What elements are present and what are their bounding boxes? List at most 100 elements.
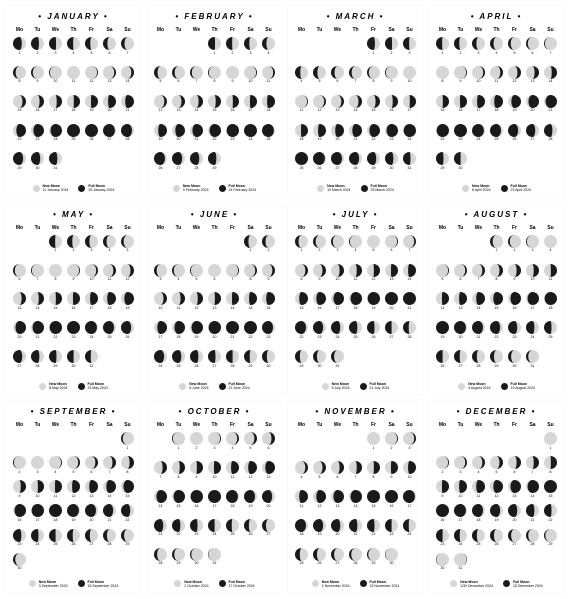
day-number: 16 bbox=[513, 306, 517, 310]
dow-label: We bbox=[188, 422, 205, 428]
day-number: 23 bbox=[267, 335, 271, 339]
day-of-week-header: MoTuWeThFrSaSu bbox=[293, 27, 418, 33]
moon-phase-icon bbox=[472, 37, 485, 50]
moon-phase-icon bbox=[262, 350, 275, 363]
day-cell: 24 bbox=[242, 124, 259, 152]
day-cell: 22 bbox=[488, 321, 505, 349]
dow-label: Mo bbox=[11, 225, 28, 231]
dow-label: Th bbox=[347, 225, 364, 231]
day-cell: 8 bbox=[206, 66, 223, 94]
moon-phase-icon bbox=[508, 480, 521, 493]
dow-label: Th bbox=[488, 27, 505, 33]
moon-phase-icon bbox=[526, 456, 539, 469]
day-cell: 12 bbox=[188, 292, 205, 320]
dow-label: Tu bbox=[29, 225, 46, 231]
day-of-week-header: MoTuWeThFrSaSu bbox=[11, 225, 136, 231]
dow-label: Fr bbox=[83, 27, 100, 33]
day-number: 2 bbox=[442, 470, 444, 474]
moon-phase-icon bbox=[172, 292, 185, 305]
day-cell: 17 bbox=[401, 490, 418, 518]
day-cell: 31 bbox=[452, 553, 469, 576]
day-cell: 22 bbox=[434, 124, 451, 152]
day-number: 11 bbox=[495, 79, 499, 83]
legend-new-moon: New Moon2 October 2024 bbox=[174, 580, 208, 588]
moon-phase-icon bbox=[172, 95, 185, 108]
day-number: 6 bbox=[391, 248, 393, 252]
moon-phase-icon bbox=[490, 95, 503, 108]
day-cell: 2 bbox=[260, 235, 277, 263]
day-number: 23 bbox=[513, 335, 517, 339]
moon-phase-icon bbox=[454, 264, 467, 277]
month-title: • JANUARY • bbox=[11, 12, 136, 21]
legend-full-moon: Full Moon25 March 2024 bbox=[361, 184, 394, 192]
day-number: 14 bbox=[159, 504, 163, 508]
legend-full-moon: Full Moon21 July 2024 bbox=[360, 382, 390, 390]
day-number: 17 bbox=[90, 306, 94, 310]
day-cell: 1 bbox=[170, 432, 187, 460]
day-cell: 23 bbox=[224, 124, 241, 152]
day-cell: 19 bbox=[311, 519, 328, 547]
moon-phase-icon bbox=[244, 264, 257, 277]
moon-phase-icon bbox=[403, 124, 416, 137]
moon-phase-icon bbox=[190, 292, 203, 305]
legend-new-moon: New Moon5 July 2024 bbox=[322, 382, 350, 390]
dow-label: Sa bbox=[383, 225, 400, 231]
moon-phase-icon bbox=[472, 66, 485, 79]
day-cell: 22 bbox=[11, 124, 28, 152]
month-card: • NOVEMBER •MoTuWeThFrSaSu1 2 3 4 5 6 7 … bbox=[288, 401, 423, 593]
day-cell: 21 bbox=[347, 519, 364, 547]
day-number: 6 bbox=[109, 51, 111, 55]
day-cell: 26 bbox=[311, 152, 328, 180]
moon-phase-icon bbox=[67, 264, 80, 277]
day-number: 29 bbox=[372, 166, 376, 170]
dow-label: Sa bbox=[101, 27, 118, 33]
day-cell: 26 bbox=[152, 152, 169, 180]
moon-phase-icon bbox=[313, 235, 326, 248]
day-number: 23 bbox=[441, 542, 445, 546]
day-number: 19 bbox=[126, 306, 130, 310]
day-number: 15 bbox=[300, 306, 304, 310]
day-number: 6 bbox=[268, 446, 270, 450]
day-number: 25 bbox=[300, 561, 304, 565]
day-number: 31 bbox=[90, 364, 94, 368]
day-number: 5 bbox=[442, 277, 444, 281]
day-cell: 4 bbox=[260, 37, 277, 65]
day-number: 12 bbox=[318, 504, 322, 508]
legend-full-moon: Full Moon23 April 2024 bbox=[501, 184, 531, 192]
day-cell: 20 bbox=[524, 95, 541, 123]
day-number: 7 bbox=[37, 277, 39, 281]
day-number: 3 bbox=[55, 51, 57, 55]
dow-label: We bbox=[47, 422, 64, 428]
moon-phase-icon bbox=[154, 321, 167, 334]
moon-phase-icon bbox=[103, 124, 116, 137]
moon-phase-icon bbox=[367, 95, 380, 108]
day-cell: 30 bbox=[506, 350, 523, 378]
day-number: 8 bbox=[55, 277, 57, 281]
day-number: 20 bbox=[90, 518, 94, 522]
moon-phase-icon bbox=[331, 264, 344, 277]
day-number: 16 bbox=[36, 108, 40, 112]
legend: New Moon2 October 2024Full Moon17 Octobe… bbox=[152, 580, 277, 588]
day-cell: 25 bbox=[260, 124, 277, 152]
day-number: 29 bbox=[213, 166, 217, 170]
day-cell: 3 bbox=[401, 432, 418, 460]
day-number: 29 bbox=[549, 542, 553, 546]
day-number: 22 bbox=[300, 335, 304, 339]
day-number: 10 bbox=[408, 475, 412, 479]
day-cell: 20 bbox=[452, 321, 469, 349]
day-cell: 6 bbox=[260, 432, 277, 460]
day-cell: 15 bbox=[242, 292, 259, 320]
day-cell: 12 bbox=[242, 461, 259, 489]
days-grid: 1 2 3 4 5 6 78 9 10 11 12 13 14 15 bbox=[434, 37, 559, 180]
day-cell: 1 bbox=[206, 37, 223, 65]
legend-full-moon: Full Moon19 August 2024 bbox=[501, 382, 535, 390]
moon-phase-icon bbox=[544, 480, 557, 493]
day-number: 2 bbox=[514, 248, 516, 252]
day-number: 13 bbox=[336, 504, 340, 508]
day-number: 14 bbox=[231, 306, 235, 310]
day-number: 26 bbox=[318, 561, 322, 565]
day-cell: 19 bbox=[506, 95, 523, 123]
moon-phase-icon bbox=[403, 235, 416, 248]
days-grid: 1 2 3 45 6 7 8 9 10 11 12 13 14 15 bbox=[293, 235, 418, 378]
new-moon-icon bbox=[462, 185, 469, 192]
